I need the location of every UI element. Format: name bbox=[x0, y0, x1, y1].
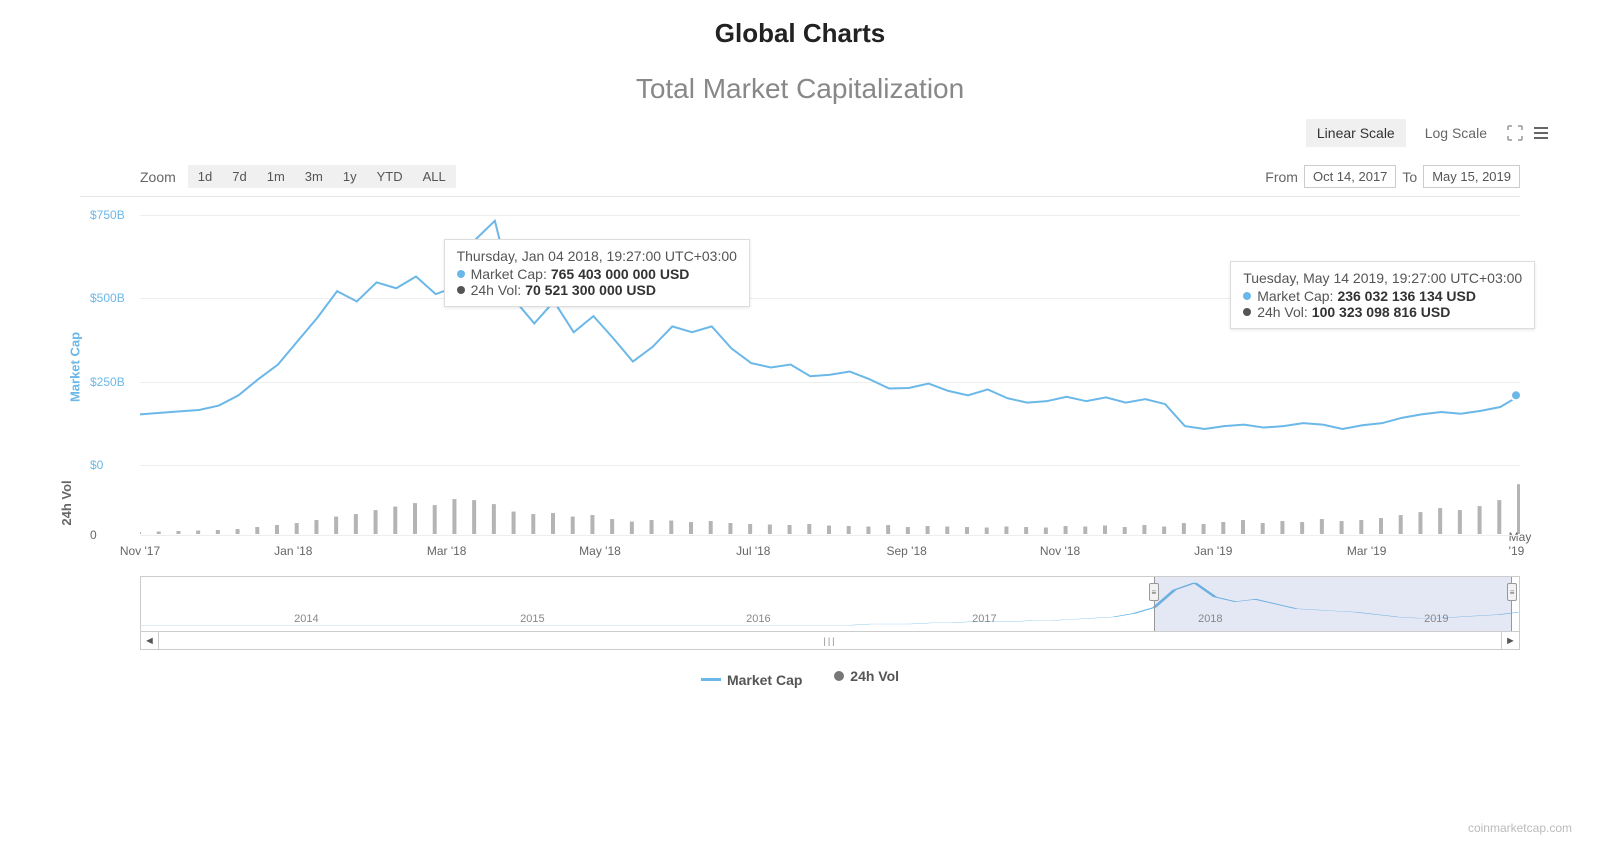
y-axis-vol-label: 24h Vol bbox=[59, 480, 74, 525]
to-date-input[interactable]: May 15, 2019 bbox=[1423, 165, 1520, 188]
y-tick: $0 bbox=[90, 458, 103, 472]
main-chart[interactable]: Market Cap 24h Vol $0$250B$500B$750B0Nov… bbox=[80, 196, 1520, 536]
zoom-label: Zoom bbox=[140, 169, 176, 185]
to-label: To bbox=[1402, 169, 1417, 185]
x-tick: Jul '18 bbox=[736, 544, 770, 558]
navigator-scrollbar[interactable]: ◄ ||| ► bbox=[140, 632, 1520, 650]
x-tick: Nov '17 bbox=[120, 544, 160, 558]
zoom-1m-button[interactable]: 1m bbox=[257, 165, 295, 188]
x-tick: Nov '18 bbox=[1040, 544, 1080, 558]
x-tick: Mar '18 bbox=[427, 544, 467, 558]
menu-icon[interactable] bbox=[1532, 124, 1550, 142]
from-label: From bbox=[1265, 169, 1298, 185]
zoom-1y-button[interactable]: 1y bbox=[333, 165, 367, 188]
y-tick-vol: 0 bbox=[90, 528, 97, 542]
tooltip-0: Thursday, Jan 04 2018, 19:27:00 UTC+03:0… bbox=[444, 239, 750, 307]
attribution: coinmarketcap.com bbox=[1468, 821, 1572, 835]
zoom-all-button[interactable]: ALL bbox=[413, 165, 456, 188]
zoom-ytd-button[interactable]: YTD bbox=[367, 165, 413, 188]
zoom-buttons: Zoom 1d7d1m3m1yYTDALL bbox=[140, 165, 456, 188]
y-tick: $750B bbox=[90, 208, 125, 222]
zoom-1d-button[interactable]: 1d bbox=[188, 165, 222, 188]
zoom-3m-button[interactable]: 3m bbox=[295, 165, 333, 188]
x-tick: May '18 bbox=[579, 544, 621, 558]
nav-tick: 2015 bbox=[520, 613, 544, 625]
y-tick: $250B bbox=[90, 375, 125, 389]
chart-legend: Market Cap 24h Vol bbox=[30, 668, 1570, 688]
nav-tick: 2019 bbox=[1424, 613, 1448, 625]
nav-tick: 2017 bbox=[972, 613, 996, 625]
nav-tick: 2016 bbox=[746, 613, 770, 625]
linear-scale-button[interactable]: Linear Scale bbox=[1306, 119, 1406, 147]
scroll-right-arrow[interactable]: ► bbox=[1501, 632, 1519, 649]
fullscreen-icon[interactable] bbox=[1506, 124, 1524, 142]
legend-volume[interactable]: 24h Vol bbox=[834, 668, 899, 684]
x-tick: Jan '18 bbox=[274, 544, 312, 558]
date-range: From Oct 14, 2017 To May 15, 2019 bbox=[1265, 165, 1520, 188]
tooltip-1: Tuesday, May 14 2019, 19:27:00 UTC+03:00… bbox=[1230, 261, 1535, 329]
page-title: Global Charts bbox=[30, 18, 1570, 49]
y-tick: $500B bbox=[90, 291, 125, 305]
from-date-input[interactable]: Oct 14, 2017 bbox=[1304, 165, 1396, 188]
y-axis-marketcap-label: Market Cap bbox=[68, 331, 83, 401]
range-navigator[interactable]: ≡ ≡ 2014 2015 2016 2017 2018 2019 bbox=[140, 576, 1520, 632]
scroll-left-arrow[interactable]: ◄ bbox=[141, 632, 159, 649]
legend-marketcap[interactable]: Market Cap bbox=[701, 672, 802, 688]
zoom-7d-button[interactable]: 7d bbox=[222, 165, 256, 188]
x-tick: Mar '19 bbox=[1347, 544, 1387, 558]
log-scale-button[interactable]: Log Scale bbox=[1414, 119, 1498, 147]
nav-tick: 2014 bbox=[294, 613, 318, 625]
chart-title: Total Market Capitalization bbox=[30, 73, 1570, 105]
scale-controls: Linear Scale Log Scale bbox=[30, 119, 1570, 147]
x-tick: Jan '19 bbox=[1194, 544, 1232, 558]
scroll-thumb[interactable]: ||| bbox=[159, 632, 1501, 649]
nav-handle-left[interactable]: ≡ bbox=[1149, 583, 1159, 601]
nav-tick: 2018 bbox=[1198, 613, 1222, 625]
x-tick: Sep '18 bbox=[886, 544, 926, 558]
nav-handle-right[interactable]: ≡ bbox=[1507, 583, 1517, 601]
